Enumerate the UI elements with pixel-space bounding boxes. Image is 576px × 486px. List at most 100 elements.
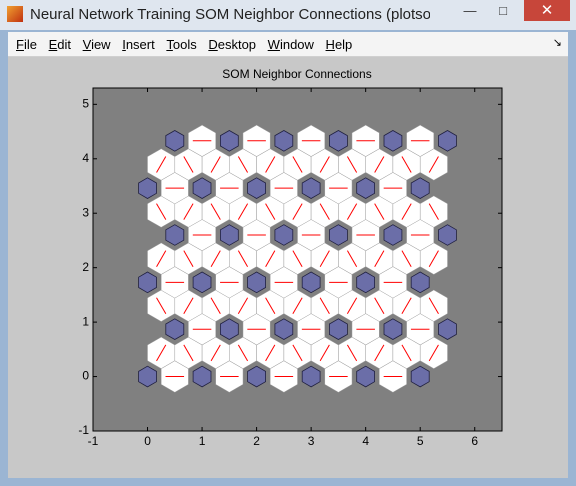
connection-line <box>319 203 330 220</box>
x-tick-label: 1 <box>199 434 206 448</box>
connection-line <box>428 203 439 220</box>
connection-line <box>183 297 194 315</box>
connection-line <box>210 344 221 362</box>
app-icon <box>7 6 23 22</box>
neuron <box>356 365 376 388</box>
neuron <box>383 224 403 246</box>
y-tick-label: 4 <box>82 151 89 165</box>
neuron <box>138 177 157 199</box>
connection-line <box>210 250 221 267</box>
menu-item[interactable]: Desktop <box>208 37 257 52</box>
connection-line <box>346 344 358 362</box>
connection-line <box>346 250 358 267</box>
connection-line <box>292 297 303 315</box>
menu-bar: File Edit View Insert Tools Desktop Wind… <box>8 32 568 57</box>
connection-line <box>183 250 194 267</box>
connection-line <box>401 156 412 173</box>
x-tick-label: 3 <box>308 434 315 448</box>
y-tick-label: 2 <box>82 260 89 274</box>
neuron <box>219 224 239 246</box>
neuron <box>301 271 321 294</box>
menu-item[interactable]: Help <box>325 37 353 52</box>
connection-line <box>374 344 385 362</box>
connection-line <box>346 297 358 315</box>
menu-item[interactable]: Tools <box>166 37 197 52</box>
connection-line <box>156 250 167 267</box>
neuron <box>219 130 239 152</box>
neuron <box>301 365 321 388</box>
connection-line <box>374 250 385 267</box>
connection-line <box>401 297 412 315</box>
x-tick-label: 4 <box>362 434 369 448</box>
minimize-button[interactable]: — <box>463 3 477 18</box>
connection-line <box>183 344 194 362</box>
neuron <box>438 224 457 246</box>
neuron <box>328 318 348 340</box>
x-tick-label: -1 <box>88 434 99 448</box>
neuron <box>219 318 239 340</box>
connection-line <box>401 344 412 362</box>
title-bar: Neural Network Training SOM Neighbor Con… <box>0 0 576 30</box>
connection-line <box>265 250 276 267</box>
menu-item[interactable]: File <box>16 37 37 52</box>
maximize-button[interactable]: □ <box>499 3 507 18</box>
neuron <box>328 130 348 152</box>
connection-line <box>156 203 167 220</box>
x-tick-label: 5 <box>417 434 424 448</box>
connection-line <box>428 297 439 315</box>
connection-line <box>265 156 276 173</box>
neuron <box>192 271 212 294</box>
connection-line <box>292 203 303 220</box>
neuron <box>274 130 294 152</box>
dock-arrow[interactable]: ↘ <box>552 37 562 49</box>
menu-item[interactable]: Edit <box>48 37 71 52</box>
neuron <box>138 271 157 294</box>
connection-line <box>237 156 249 173</box>
connection-line <box>346 203 358 220</box>
neuron <box>410 271 430 294</box>
chart: SOM Neighbor Connections -1 0 1 2 3 4 5 6 -1 0 1 2 3… <box>78 67 503 448</box>
neuron <box>165 130 185 152</box>
connection-line <box>292 156 303 173</box>
y-tick-label: 0 <box>82 369 89 383</box>
connection-line <box>319 156 330 173</box>
connection-line <box>237 297 249 315</box>
x-tick-label: 2 <box>253 434 260 448</box>
connection-line <box>156 156 167 173</box>
connection-line <box>346 156 358 173</box>
neuron <box>383 130 403 152</box>
neuron <box>247 365 267 388</box>
x-tick-label: 6 <box>471 434 478 448</box>
connection-line <box>210 297 221 315</box>
connection-line <box>374 156 385 173</box>
connection-line <box>237 203 249 220</box>
window-title: Neural Network Training SOM Neighbor Con… <box>30 6 430 23</box>
menu-item[interactable]: Window <box>267 37 314 52</box>
connection-line <box>428 156 439 173</box>
neuron <box>438 130 457 152</box>
connection-line <box>183 203 194 220</box>
connection-line <box>183 156 194 173</box>
y-tick-label: 5 <box>82 97 89 111</box>
connection-line <box>210 156 221 173</box>
connection-line <box>401 203 412 220</box>
figure: SOM Neighbor Connections -1 0 1 2 3 4 5 6 -1 0 1 2 3… <box>8 57 568 478</box>
connection-line <box>319 344 330 362</box>
axes-box <box>92 87 503 432</box>
neuron <box>301 177 321 199</box>
neuron <box>247 177 267 199</box>
connection-line <box>156 344 167 362</box>
menu-item[interactable]: Insert <box>122 37 155 52</box>
connection-line <box>237 344 249 362</box>
connection-line <box>319 250 330 267</box>
chart-title: SOM Neighbor Connections <box>222 67 371 81</box>
menu-item[interactable]: View <box>82 37 111 52</box>
neuron <box>165 224 185 246</box>
connection-line <box>156 297 167 315</box>
close-button[interactable]: ✕ <box>524 0 570 21</box>
y-tick-label: 3 <box>82 205 89 219</box>
neuron <box>274 318 294 340</box>
neuron <box>192 365 212 388</box>
connection-line <box>237 250 249 267</box>
